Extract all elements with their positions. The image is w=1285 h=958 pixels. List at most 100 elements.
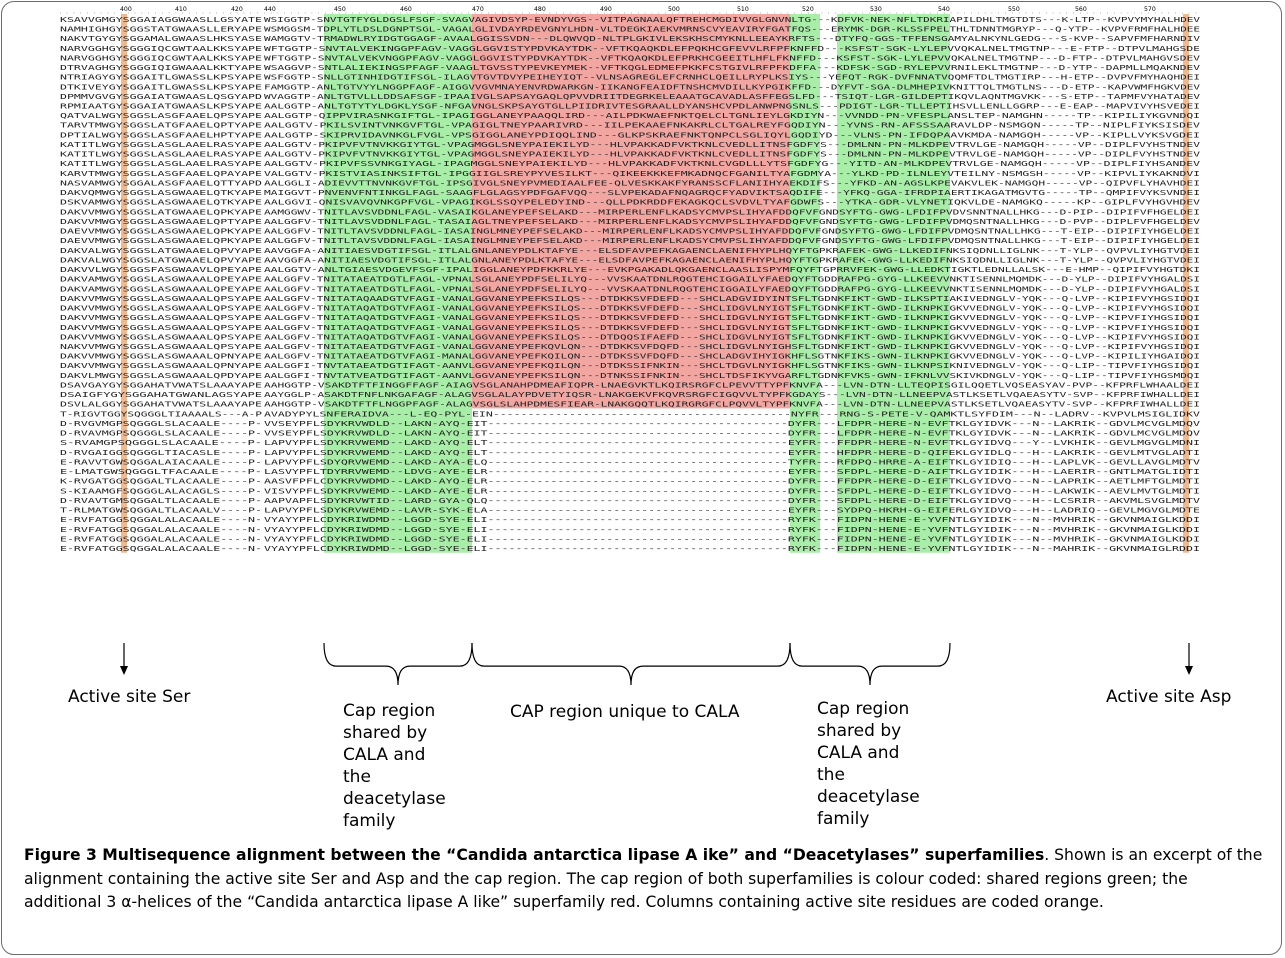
sequence-row-right: AALGGFV-TNITLTAVSVDDNLFAGL-IASAINGLMNEYP…	[264, 236, 1200, 245]
sequence-row-right: AALGGLI-ADIEVVTTNVNKGVFTGL-IPSGIVGLSNEYP…	[264, 178, 1200, 187]
sequence-row-right: AALGGTV-ANLTGIAESVDGEVFSGF-IPALIGGLANEYP…	[264, 265, 1200, 274]
sequence-row-left: DAEVVMWGYSGGSLASGWAAELQPKYAPE	[60, 236, 262, 245]
sequence-row-left: DAKVVMWGYSGGSLASGWAAALQPSYAPE	[60, 304, 262, 313]
sequence-row-right: AALGGTP-ANLTGTYTYLDGKLYSGF-NFGAVNGLSKPSA…	[264, 102, 1200, 111]
sequence-row-right: FAMGGTP-ANLTGTVYYLNGGPFAGF-AIGGVVGVMNAYE…	[264, 82, 1201, 91]
sequence-row-right: AALGGFV-TNITATAQATDGTVFAGI-VANALGGVANEYP…	[264, 332, 1200, 341]
sequence-row-left: E-RVFATGGSQGGALALACAALE----N-	[60, 525, 262, 534]
sequence-row-left: E-RAVVTGWSQGGALAIACAALE----P-	[60, 457, 262, 466]
label-active-site-asp: Active site Asp	[1106, 687, 1232, 707]
sequence-row-right: AAMGGWV-TNITLAVSVDDNLFAGL-VASAIKGLANEYPE…	[264, 207, 1200, 216]
sequence-row-right: AALGGFI-TNVTATVEATDGTIFAGT-AANVLGGVANEYP…	[264, 371, 1200, 380]
label-cap-shared-left: Cap region shared by CALA and the deacet…	[343, 701, 446, 831]
sequence-row-right: VISVYPFLSDYKRVWEMD--LAKD-AYE-ELR--------…	[264, 486, 1200, 495]
sequence-row-left: DAKVVMWGYSGGSLASGWAAALQPSYAPE	[60, 323, 262, 332]
sequence-row-right: LAPVYPFLSDYKRVWEMD--LAKD-AYQ-ELT--------…	[264, 448, 1200, 457]
sequence-row-left: DAKVVMWGYSGGSLASGWAAALQPSYAPE	[60, 294, 262, 303]
sequence-row-left: D-RVAVMGPSQGGGLSLACAALE----P-	[60, 429, 262, 438]
sequence-row-right: MAIGGVT-PNVENVFNTINKGLFAGL-SAAGFLGLAGSYP…	[264, 188, 1200, 197]
ruler-label: 490	[600, 6, 612, 13]
sequence-row-left: KATITLWGYSGGSLASGLAAELRASYAPE	[60, 159, 262, 168]
sequence-row-left: DAKVVMWGYSGGSLASGWAAALQPNYAPE	[60, 352, 262, 361]
sequence-row-left: D-RVAVTGMSQGGALTLACAALE----P-	[60, 496, 262, 505]
ruler-label: 560	[1075, 6, 1087, 13]
brace-annotations	[120, 642, 1193, 686]
sequence-row-left: NARVGGHGYSGGGIQCGWTAALKKSYAPE	[60, 44, 262, 53]
sequence-row-left: QATVALWGYSGGSLASGFAAELQPSYAPE	[60, 111, 262, 120]
ruler-label: 420	[231, 6, 243, 13]
sequence-row-right: LAPVYPFLSDYKRVWEMD--LAVR-SYK-ELA--------…	[264, 506, 1200, 515]
caption-label: Figure 3 Multisequence alignment between…	[24, 846, 1045, 864]
sequence-row-right: AALGGTV-PKIPVFVTNVKKGIYTGL-VPAGMGGLSNEYP…	[264, 140, 1201, 149]
cap-shared-band-4	[837, 14, 950, 553]
sequence-row-left: S-KIAAMGFSQGGGLALACAGLS----P-	[60, 486, 262, 495]
sequence-row-right: AVADYPYLSNFERAIDVA---L-EQ-PYL-EIN-------…	[264, 409, 1201, 418]
brace-cap-shared-left	[323, 642, 473, 686]
sequence-row-right: WVAGGTP-ANLTGTVLLLDDSAFSGF-IPAAIVGLSAPSA…	[264, 92, 1201, 101]
sequence-row-right: VYAYYPFLCDYKRIWDMD--LGGD-SYE-ELI--------…	[264, 544, 1200, 553]
brace-cap-shared-right	[789, 642, 951, 686]
ruler-label: 470	[472, 6, 484, 13]
sequence-row-right: VVSEYPFLSDYKRVWDLD--LAKN-AYQ-EIT--------…	[264, 429, 1201, 438]
ruler-label: 550	[1008, 6, 1020, 13]
cap-shared-band-2	[400, 14, 472, 553]
sequence-row-left: KATITLWGYSGGSLASGLAAELRASYAPE	[60, 150, 262, 159]
sequence-row-right: VYAYYPFLCDYKRIWDMD--LGGD-SYE-ELI--------…	[264, 525, 1200, 534]
sequence-row-right: AAVGGFA-ANITIAESVDGTIFSGL-ITLALGNLANEYPD…	[264, 246, 1200, 255]
active-ser-column	[121, 14, 127, 553]
sequence-row-left: KSAVVGMGYSGGAIAGGWAASLLGSYATE	[60, 15, 262, 24]
sequence-row-left: DAKVAMWGYSGGSLASGWAAALQPEYAPE	[60, 284, 262, 293]
sequence-row-right: VALGGTV-PKISTVIASINKSIFTGL-IPGGIIGLSREYP…	[264, 169, 1200, 178]
sequence-row-left: DTKIVEYGYSGGAITLGWASSLKPSYAPE	[60, 82, 262, 91]
sequence-row-left: DAKVQMWGYSGGSLASGWAAELQTKYAPE	[60, 188, 262, 197]
sequence-row-right: AALGGFV-TNITATAQATDGTVFAGI-VANALGGVANEYP…	[264, 304, 1200, 313]
sequence-row-right: VYAYYPFLCDYKRIWDMD--LGGD-SYE-ELI--------…	[264, 515, 1200, 524]
figure-caption: Figure 3 Multisequence alignment between…	[24, 844, 1264, 915]
sequence-row-right: AALGGTP-SKIPRVIDAVNKGLFVGL-VPSGIGGLANEYP…	[264, 130, 1200, 139]
label-cap-unique: CAP region unique to CALA	[510, 702, 740, 722]
sequence-row-right: AALGGFV-TNITATAQATDGTVFAGI-VANALGGVANEYP…	[264, 313, 1200, 322]
sequence-row-right: AALGGTV-PKIPVFSSVNKGIYAGL-IPAGMGGLSNEYPA…	[264, 159, 1201, 168]
sequence-row-left: NASVAMWGYSGGALASGFAAELQTTYAPD	[60, 178, 262, 187]
sequence-row-left: K-RVGATGGSQGGALTLACAALE----P-	[60, 477, 262, 486]
sequence-row-left: NTRIAGYGYSGGAITLGWASSLKPSYAPE	[60, 73, 262, 82]
sequence-row-left: DTRVAGHGYSGGGIQIGWAAALKKTYAPE	[60, 63, 262, 72]
sequence-row-left: NAMHIGHGYSGGSTATGWAASLLERYAPE	[60, 25, 262, 34]
sequence-row-right: WAMGGTV-TRMADWLRYIDGTGGAGF-AVAALGGISSVDN…	[264, 34, 1201, 43]
sequence-row-left: DSAIGFYGYSGGAHATGWANLAGSYAPE	[60, 390, 262, 399]
ruler-label: 460	[400, 6, 412, 13]
caption-text: . Shown is an excerpt of the alignment c…	[24, 846, 1263, 911]
sequence-row-left: DAKVVLWGYSGGSFASGWAAVLQPEYAPE	[60, 265, 262, 274]
sequence-row-left: DPMMVGVGYSGGAIATGWAASLQSGYAPD	[60, 92, 262, 101]
sequence-row-left: DAKVALWGYSGGSLATGWAAELQPVYAPE	[60, 246, 262, 255]
sequence-row-right: LAPVYPFLSDYKRVWEMD--LAKD-AYQ-ELT--------…	[264, 438, 1200, 447]
sequence-row-left: DSVLALGGYSGGAHATVWATSLAAAYAPE	[60, 400, 262, 409]
sequence-row-right: WSAGGVP-SNTLALIEKINGSPFAGF-VAAGLTGVSSTYP…	[264, 63, 1201, 72]
sequence-row-right: AAYGGLP-ASAKDTFNFLNKGAFAGF-ALAGVSGLALAYP…	[264, 390, 1200, 399]
sequence-row-right: VYAYYPFLCDYKRIWDMD--LGGD-SYE-ELI--------…	[264, 534, 1200, 543]
sequence-row-left: S-RVAMGPSQGGGLSLACAALE----P-	[60, 438, 262, 447]
sequence-row-right: WSIGGTP-SNVTGTFYGLDGSLFSGF-SVAGVAGIVDSYP…	[264, 15, 1201, 24]
ruler-label: 530	[870, 6, 882, 13]
sequence-row-left: D-RVGVMGPSQGGGLSLACAALE----P-	[60, 419, 262, 428]
sequence-row-left: E-LMATGWSQGGGLTFACAALE----P-	[60, 467, 262, 476]
sequence-row-right: VVSEYPFLSDYKRVWDLD--LAKN-AYQ-EIT--------…	[264, 419, 1201, 428]
arrow-active-asp-head	[1185, 666, 1193, 675]
sequence-row-right: AAHGGTP-VSAKDTFTFINGGFFAGF-AIAGVSGLANAHP…	[264, 380, 1200, 389]
sequence-row-right: WFTGGTP-SNVTALVEKINGGPFAGV-VAGGLGGVISTYP…	[264, 44, 1200, 53]
label-active-site-ser: Active site Ser	[68, 687, 191, 707]
cap-shared-band-1	[324, 14, 400, 553]
sequence-row-left: DSAVGAYGYSGGAHATVWATSLAAAYAPE	[60, 380, 262, 389]
sequence-rows: KSAVVGMGYSGGAIAGGWAASLLGSYATE WSIGGTP-SNV…	[60, 15, 1201, 553]
sequence-row-left: DAKVVMWGYSGGSLASGWAAALQPNYAPE	[60, 361, 262, 370]
ruler-label: 480	[534, 6, 546, 13]
sequence-row-left: DAKVLMWGYSGGSLASGWAAALQPDYAPE	[60, 371, 262, 380]
sequence-row-right: AALGGFV-TNITATAEATDGTVFAGI-VANALGGVANEYP…	[264, 342, 1200, 351]
sequence-row-right: AALGGFV-TNITATAEATDGTVFAGI-MANALGGVANEYP…	[264, 352, 1200, 361]
position-ruler: 400 410 420 440 450 460 470 480 490 500 510 520 530 5…	[60, 6, 1200, 14]
sequence-row-left: E-RVFATGGSQGGALALACAALE----N-	[60, 534, 262, 543]
sequence-row-left: DAKVALWGYSGGSLATGWAAELQPVYAPE	[60, 255, 262, 264]
sequence-row-right: AALGGFV-TNITATAQAADGTVFAGI-VANALGGVANEYP…	[264, 294, 1200, 303]
active-asp-column	[1183, 14, 1189, 553]
cap-shared-band-3	[790, 14, 820, 553]
